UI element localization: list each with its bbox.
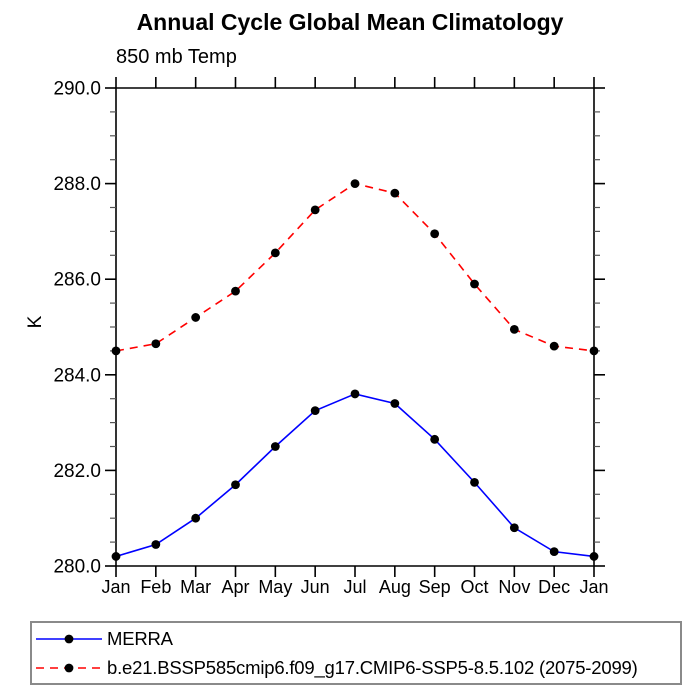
data-point-marker xyxy=(430,434,440,444)
data-point-marker xyxy=(270,442,280,451)
data-point-marker xyxy=(151,540,161,549)
series-line-0 xyxy=(115,393,595,558)
data-point-marker xyxy=(350,389,360,399)
data-point-marker xyxy=(470,279,479,289)
data-point-marker xyxy=(111,552,121,561)
data-point-marker xyxy=(191,313,201,322)
series-line-1 xyxy=(115,182,595,352)
x-tick-label: Sep xyxy=(419,577,451,597)
x-tick-label: Jul xyxy=(343,577,366,597)
chart-subtitle: 850 mb Temp xyxy=(116,46,237,68)
x-tick-label: Dec xyxy=(538,577,570,597)
x-tick-label: Nov xyxy=(498,577,530,597)
x-tick-label: Oct xyxy=(460,577,488,597)
legend-item-model: b.e21.BSSP585cmip6.f09_g17.CMIP6-SSP5-8.… xyxy=(34,653,680,682)
x-tick-label: Jan xyxy=(579,577,608,597)
data-point-marker xyxy=(470,477,479,487)
x-tick-label: Aug xyxy=(379,577,411,597)
y-tick-label: 282.0 xyxy=(53,461,101,482)
legend-label-merra: MERRA xyxy=(107,627,173,649)
data-point-marker xyxy=(231,286,240,296)
data-point-marker xyxy=(509,324,519,334)
data-point-marker xyxy=(310,406,320,416)
x-tick-label: May xyxy=(258,577,292,597)
data-point-marker xyxy=(589,552,599,561)
y-tick-label: 290.0 xyxy=(53,79,101,100)
y-tick-label: 288.0 xyxy=(53,174,101,195)
legend-marker-sample xyxy=(64,663,74,672)
x-tick-label: Apr xyxy=(221,577,249,597)
data-point-marker xyxy=(111,346,121,356)
x-tick-label: Feb xyxy=(140,577,171,597)
data-point-marker xyxy=(589,346,599,356)
x-tick-label: Jan xyxy=(101,577,130,597)
data-point-marker xyxy=(549,547,559,557)
legend: MERRA b.e21.BSSP585cmip6.f09_g17.CMIP6-S… xyxy=(30,621,682,685)
data-point-marker xyxy=(549,341,559,351)
data-point-marker xyxy=(270,248,280,258)
data-point-marker xyxy=(151,339,161,349)
legend-marker-sample xyxy=(64,634,74,643)
data-point-marker xyxy=(191,513,201,523)
data-point-marker xyxy=(509,523,519,533)
data-point-marker xyxy=(350,179,360,189)
data-point-marker xyxy=(231,480,240,490)
y-tick-label: 286.0 xyxy=(53,270,101,291)
data-point-marker xyxy=(430,229,440,239)
legend-label-model: b.e21.BSSP585cmip6.f09_g17.CMIP6-SSP5-8.… xyxy=(107,656,638,678)
y-tick-label: 280.0 xyxy=(53,557,101,578)
data-point-marker xyxy=(390,399,400,408)
x-tick-label: Mar xyxy=(180,577,211,597)
legend-item-merra: MERRA xyxy=(34,624,680,653)
x-tick-label: Jun xyxy=(301,577,330,597)
legend-swatch-1 xyxy=(36,663,102,672)
data-point-marker xyxy=(390,188,400,198)
y-tick-label: 284.0 xyxy=(53,365,101,386)
data-point-marker xyxy=(310,205,320,215)
chart-title: Annual Cycle Global Mean Climatology xyxy=(136,9,564,35)
legend-swatch-0 xyxy=(36,634,102,643)
